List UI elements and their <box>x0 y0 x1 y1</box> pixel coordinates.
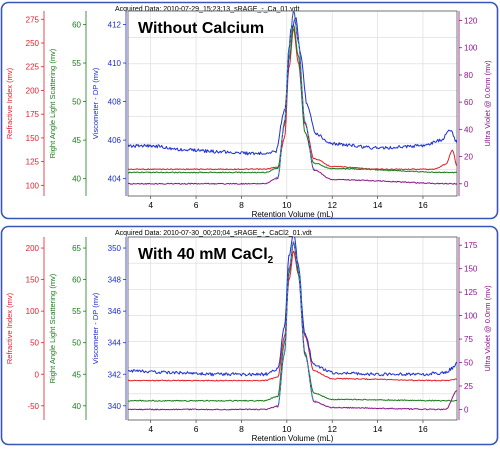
y-tick-label-ultra-violet: 75 <box>464 335 473 344</box>
y-tick-label-light-scattering: 50 <box>72 339 81 348</box>
series-line-ultra-violet <box>128 241 457 411</box>
chart-title: With 40 mM CaCl2 <box>138 246 274 266</box>
y-tick-label-viscometer: 340 <box>108 402 122 411</box>
y-tick-label-ultra-violet: 100 <box>464 44 478 53</box>
x-tick-label: 8 <box>239 200 244 210</box>
y-tick-label-light-scattering: 55 <box>72 59 81 68</box>
y-axis-label-light-scattering: Right Angle Light Scattering (mv) <box>48 273 57 383</box>
y-tick-label-viscometer: 412 <box>108 20 122 29</box>
y-tick-label-light-scattering: 60 <box>72 20 81 29</box>
plot-frame <box>127 10 458 197</box>
y-tick-label-refractive-index: 225 <box>26 63 40 72</box>
y-tick-label-refractive-index: 150 <box>26 276 40 285</box>
y-tick-label-light-scattering: 50 <box>72 98 81 107</box>
y-tick-label-refractive-index: -50 <box>27 402 39 411</box>
y-tick-label-refractive-index: 275 <box>26 15 40 24</box>
x-tick-label: 8 <box>239 424 244 434</box>
y-axis-label-viscometer: Viscometer - DP (mv) <box>91 67 100 139</box>
panel-border <box>0 1 499 220</box>
x-tick-label: 16 <box>418 200 428 210</box>
y-tick-label-viscometer: 410 <box>108 59 122 68</box>
y-tick-label-refractive-index: 125 <box>26 158 40 167</box>
y-tick-label-refractive-index: 100 <box>26 307 40 316</box>
y-tick-label-refractive-index: 0 <box>35 370 40 379</box>
series-line-light-scattering <box>128 24 457 174</box>
y-tick-label-viscometer: 408 <box>108 98 122 107</box>
y-tick-label-light-scattering: 45 <box>72 136 81 145</box>
y-tick-label-light-scattering: 40 <box>72 402 81 411</box>
x-tick-label: 12 <box>327 424 337 434</box>
y-tick-label-ultra-violet: 0 <box>464 180 469 189</box>
y-tick-label-ultra-violet: 40 <box>464 125 473 134</box>
y-tick-label-viscometer: 346 <box>108 307 122 316</box>
y-tick-label-light-scattering: 60 <box>72 276 81 285</box>
y-tick-label-ultra-violet: 100 <box>464 312 478 321</box>
y-tick-label-light-scattering: 45 <box>72 370 81 379</box>
y-tick-label-ultra-violet: 25 <box>464 382 473 391</box>
x-tick-label: 4 <box>148 200 153 210</box>
y-tick-label-ultra-violet: 80 <box>464 71 473 80</box>
y-tick-label-ultra-violet: 0 <box>464 405 469 414</box>
reference-dashed-line <box>275 11 317 179</box>
acquired-data-header: Acquired Data: 2010-07-30_00;20;04_sRAGE… <box>115 230 312 237</box>
y-axis-label-ultra-violet: Ultra Violet @ 0.0nm (mv) <box>483 60 492 147</box>
y-axis-label-light-scattering: Right Angle Light Scattering (mv) <box>48 48 57 158</box>
chart-title: Without Calcium <box>138 20 264 37</box>
y-tick-label-viscometer: 342 <box>108 370 122 379</box>
x-axis-label: Retention Volume (mL) <box>252 434 334 443</box>
x-tick-label: 14 <box>373 424 383 434</box>
y-axis-label-refractive-index: Refractive Index (mv) <box>5 67 14 139</box>
y-tick-label-ultra-violet: 20 <box>464 153 473 162</box>
series-line-viscometer <box>128 237 457 377</box>
x-tick-label: 16 <box>418 424 428 434</box>
y-tick-label-viscometer: 348 <box>108 276 122 285</box>
y-axis-label-refractive-index: Refractive Index (mv) <box>5 292 14 364</box>
y-tick-label-viscometer: 350 <box>108 244 122 253</box>
series-line-refractive-index <box>128 250 457 382</box>
x-tick-label: 4 <box>148 424 153 434</box>
y-axis-label-viscometer: Viscometer - DP (mv) <box>91 292 100 364</box>
x-axis-label: Retention Volume (mL) <box>252 210 334 219</box>
series-line-viscometer <box>128 17 457 156</box>
y-tick-label-ultra-violet: 60 <box>464 98 473 107</box>
chart-panel-1: Acquired Data: 2010-07-29_15;23;13_sRAGE… <box>0 1 499 220</box>
y-tick-label-ultra-violet: 150 <box>464 265 478 274</box>
y-axis-label-ultra-violet: Ultra Violet @ 0.0nm (mv) <box>483 285 492 372</box>
y-tick-label-refractive-index: 175 <box>26 110 40 119</box>
y-tick-label-viscometer: 344 <box>108 339 122 348</box>
chart-title-subscript: 2 <box>268 255 274 266</box>
x-tick-label: 6 <box>194 200 199 210</box>
y-tick-label-ultra-violet: 175 <box>464 241 478 250</box>
y-tick-label-refractive-index: 100 <box>26 181 40 190</box>
y-tick-label-light-scattering: 40 <box>72 175 81 184</box>
y-tick-label-refractive-index: 200 <box>26 86 40 95</box>
x-tick-label: 10 <box>282 424 292 434</box>
y-tick-label-refractive-index: 150 <box>26 134 40 143</box>
y-tick-label-viscometer: 406 <box>108 136 122 145</box>
x-tick-label: 10 <box>282 200 292 210</box>
y-tick-label-light-scattering: 55 <box>72 307 81 316</box>
x-tick-label: 12 <box>327 200 337 210</box>
y-tick-label-light-scattering: 65 <box>72 244 81 253</box>
x-tick-label: 14 <box>373 200 383 210</box>
panel-border <box>0 225 499 446</box>
y-tick-label-ultra-violet: 125 <box>464 288 478 297</box>
reference-dashed-line <box>275 241 317 407</box>
series-line-ultra-violet <box>128 11 457 185</box>
x-tick-label: 6 <box>194 424 199 434</box>
y-tick-label-viscometer: 404 <box>108 175 122 184</box>
chart-panel-2: Acquired Data: 2010-07-30_00;20;04_sRAGE… <box>0 225 499 446</box>
y-tick-label-refractive-index: 200 <box>26 244 40 253</box>
y-tick-label-refractive-index: 250 <box>26 39 40 48</box>
y-tick-label-ultra-violet: 50 <box>464 359 473 368</box>
acquired-data-header: Acquired Data: 2010-07-29_15;23;13_sRAGE… <box>115 6 300 13</box>
y-tick-label-ultra-violet: 120 <box>464 17 478 26</box>
y-tick-label-refractive-index: 50 <box>30 339 39 348</box>
